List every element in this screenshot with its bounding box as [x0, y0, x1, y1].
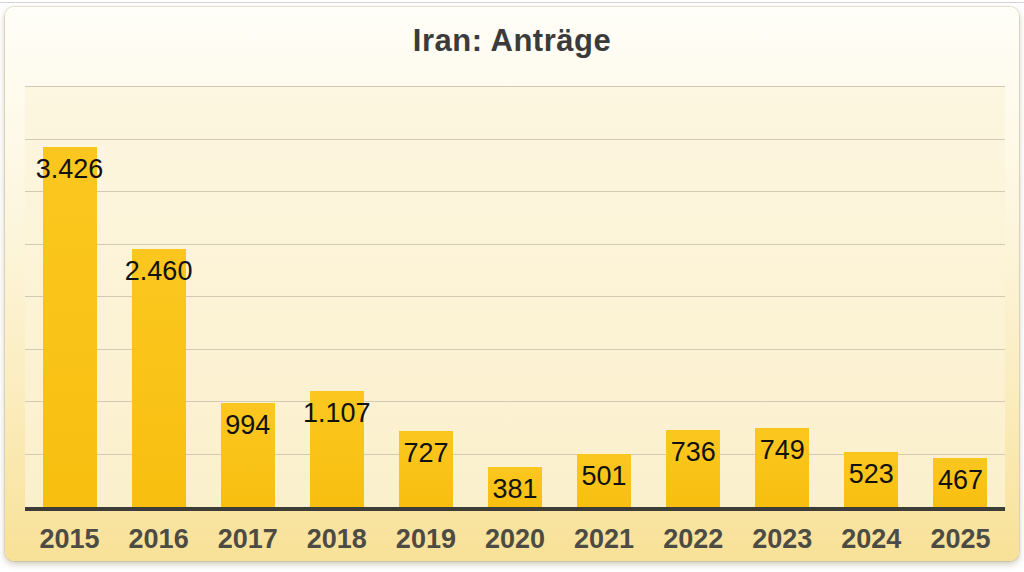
x-axis-tick-label: 2015 [39, 515, 99, 563]
bar-2023: 749 [755, 428, 809, 507]
chart-title: Iran: Anträge [5, 19, 1019, 63]
bar-value-label: 501 [582, 461, 627, 492]
x-axis: 2015 2016 2017 2018 2019 2020 2021 2022 2023 2024… [25, 515, 1005, 563]
bar-2020: 381 [488, 467, 542, 507]
bar-2025: 467 [933, 458, 987, 507]
x-axis-tick-label: 2025 [930, 515, 990, 563]
gridline [25, 139, 1005, 140]
page-top-divider [0, 2, 1024, 3]
gridline [25, 244, 1005, 245]
bar-value-label: 749 [760, 435, 805, 466]
bar-2022: 736 [666, 430, 720, 507]
bar-2015: 3.426 [43, 147, 97, 507]
bar-value-label: 736 [671, 437, 716, 468]
bar-value-label: 727 [403, 438, 448, 469]
bar-value-label: 381 [492, 474, 537, 505]
bar-2016: 2.460 [132, 249, 186, 507]
x-axis-tick-label: 2024 [841, 515, 901, 563]
bar-2021: 501 [577, 454, 631, 507]
gridline [25, 191, 1005, 192]
bar-value-label: 467 [938, 465, 983, 496]
x-axis-tick-label: 2019 [396, 515, 456, 563]
x-axis-tick-label: 2023 [752, 515, 812, 563]
x-axis-tick-label: 2018 [307, 515, 367, 563]
x-axis-tick-label: 2016 [129, 515, 189, 563]
x-axis-tick-label: 2017 [218, 515, 278, 563]
bar-value-label: 3.426 [36, 154, 104, 185]
x-axis-tick-label: 2021 [574, 515, 634, 563]
bar-value-label: 523 [849, 459, 894, 490]
x-axis-line [25, 507, 1005, 511]
bar-2019: 727 [399, 431, 453, 507]
bar-value-label: 2.460 [125, 256, 193, 287]
gridline [25, 86, 1005, 87]
bar-value-label: 1.107 [303, 398, 371, 429]
x-axis-tick-label: 2020 [485, 515, 545, 563]
x-axis-tick-label: 2022 [663, 515, 723, 563]
plot-area: 3.426 2.460 994 1.107 727 381 501 736 749 523 467 [25, 87, 1005, 511]
bar-value-label: 994 [225, 410, 270, 441]
bar-2017: 994 [221, 403, 275, 507]
bar-2024: 523 [844, 452, 898, 507]
chart-panel: Iran: Anträge 3.426 2.460 994 1.107 727 381 50… [5, 7, 1019, 561]
bar-2018: 1.107 [310, 391, 364, 507]
